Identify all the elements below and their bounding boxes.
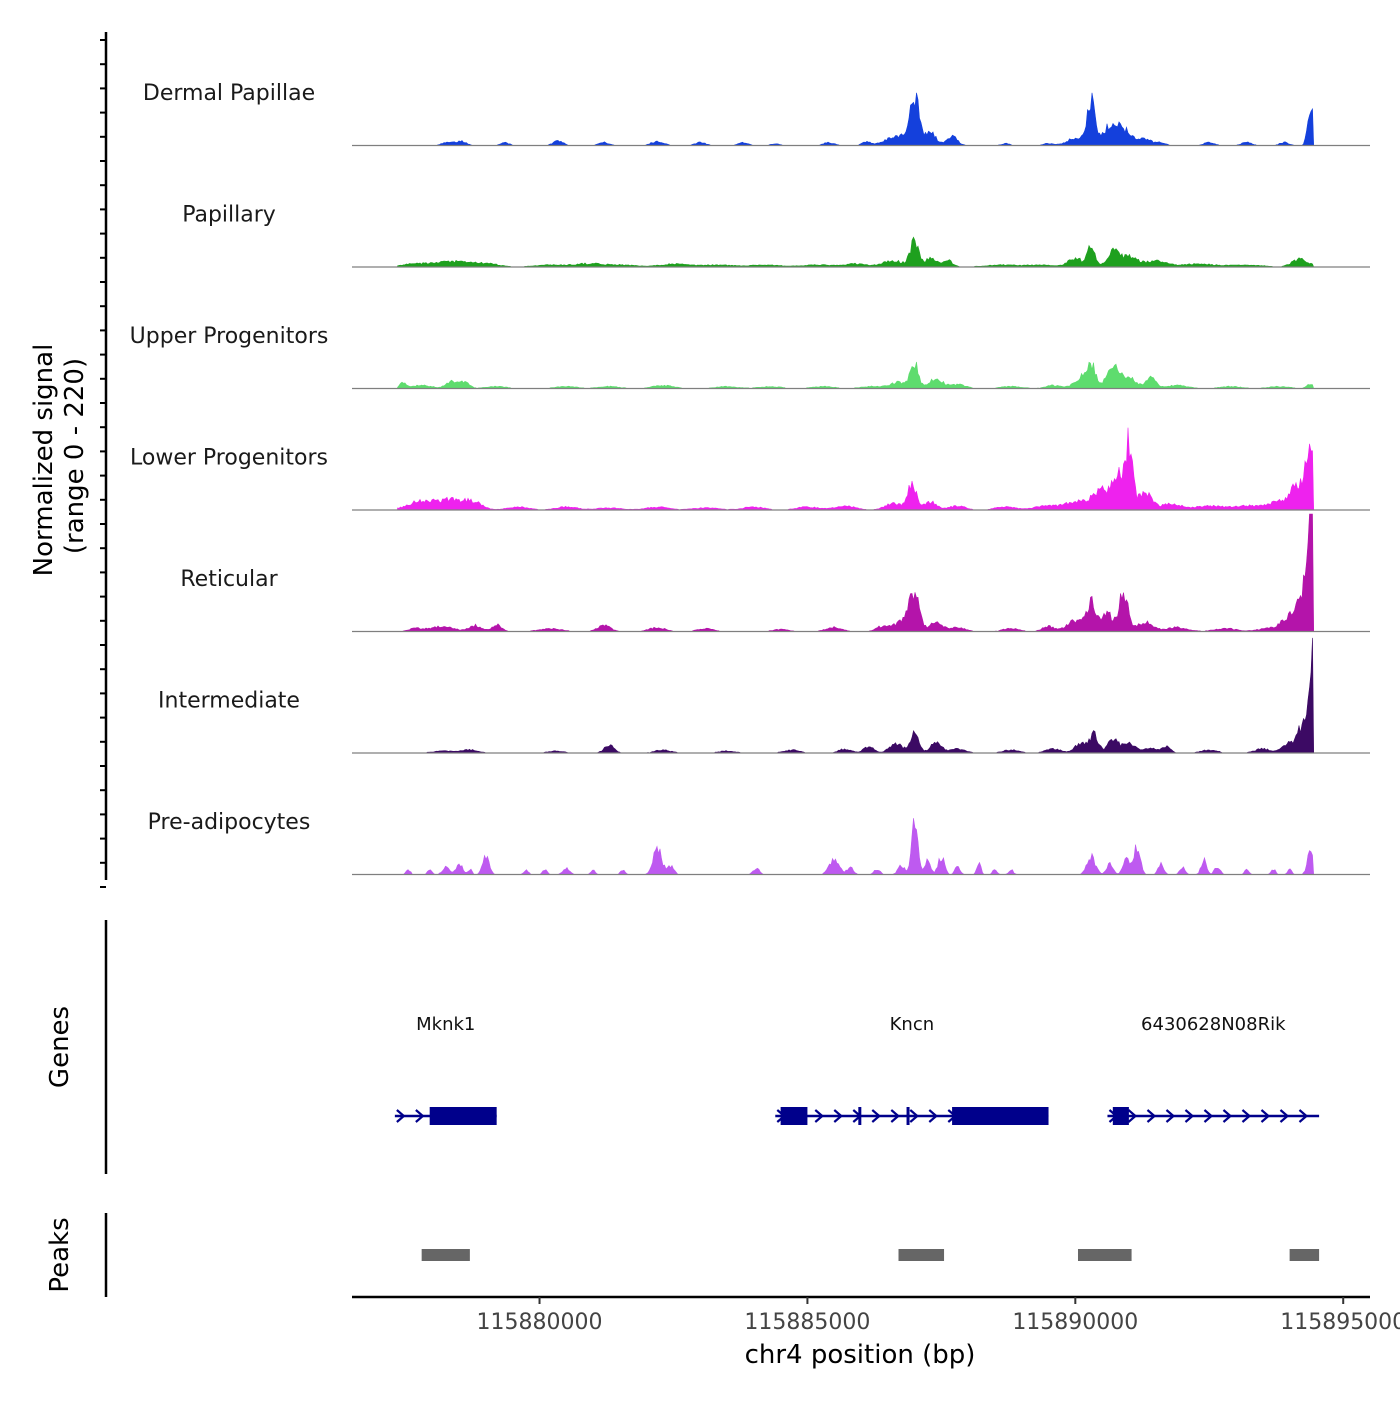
strand-arrow [396, 1109, 406, 1123]
track-reticular: Reticular [180, 513, 1370, 633]
strand-arrow [928, 1109, 938, 1123]
coverage-area-reticular [397, 513, 1315, 632]
exon-kncn [858, 1107, 862, 1125]
signal-axis [100, 32, 108, 888]
gene-name-mknk1: Mknk1 [416, 1014, 475, 1035]
coverage-area-pre-adipocytes [397, 818, 1315, 875]
x-tick-label: 115895000 [1280, 1310, 1400, 1335]
x-axis: 115880000 115885000 115890000 115895000 [352, 1295, 1400, 1335]
track-label-lower-progenitors: Lower Progenitors [130, 446, 328, 471]
coverage-area-dermal-papillae [397, 92, 1315, 146]
gene-kncn: Kncn [775, 1014, 1049, 1125]
track-upper-progenitors: Upper Progenitors [130, 324, 1370, 390]
y-axis-range-label: (range 0 - 220) [60, 358, 90, 554]
coverage-area-papillary [397, 236, 1315, 268]
peak-region-4 [1289, 1249, 1320, 1261]
strand-arrow [1203, 1109, 1214, 1123]
genes-track: Mknk1 Kncn 6430628N08Rik [394, 1014, 1320, 1125]
x-tick-label: 115885000 [744, 1310, 870, 1335]
track-label-reticular: Reticular [180, 567, 278, 592]
peaks-track [421, 1249, 1320, 1261]
track-label-papillary: Papillary [182, 203, 276, 228]
exon-kncn [952, 1107, 1049, 1125]
strand-arrow [1222, 1109, 1233, 1123]
coverage-area-lower-progenitors [397, 427, 1315, 511]
track-label-intermediate: Intermediate [158, 689, 300, 714]
strand-arrow [1241, 1109, 1252, 1123]
exon-6430628n08rik [1112, 1107, 1129, 1125]
track-dermal-papillae: Dermal Papillae [143, 81, 1370, 147]
strand-arrow [909, 1109, 919, 1123]
strand-arrow [1298, 1109, 1309, 1123]
y-axis-label: Normalized signal [29, 344, 59, 577]
track-label-dermal-papillae: Dermal Papillae [143, 81, 315, 106]
strand-arrow [1184, 1109, 1195, 1123]
track-label-upper-progenitors: Upper Progenitors [130, 324, 329, 349]
track-pre-adipocytes: Pre-adipocytes [148, 810, 1370, 876]
strand-arrow [1146, 1109, 1157, 1123]
strand-arrow [890, 1109, 900, 1123]
genes-track-label: Genes [45, 1006, 75, 1088]
exon-kncn [780, 1107, 808, 1125]
strand-arrow [814, 1109, 824, 1123]
peak-region-1 [421, 1249, 470, 1261]
track-label-pre-adipocytes: Pre-adipocytes [148, 810, 311, 835]
coverage-tracks: Dermal Papillae Papillary Upper Progenitor… [130, 81, 1370, 876]
peak-region-3 [1077, 1249, 1132, 1261]
peak-region-2 [898, 1249, 945, 1261]
strand-arrow [833, 1109, 843, 1123]
coverage-area-upper-progenitors [397, 361, 1315, 389]
track-lower-progenitors: Lower Progenitors [130, 427, 1370, 511]
strand-arrow [415, 1109, 425, 1123]
track-intermediate: Intermediate [158, 637, 1370, 754]
peaks-track-label: Peaks [45, 1217, 75, 1292]
gene-name-6430628n08rik: 6430628N08Rik [1141, 1014, 1286, 1035]
strand-arrow [1260, 1109, 1271, 1123]
x-axis-label: chr4 position (bp) [745, 1340, 976, 1370]
track-papillary: Papillary [182, 203, 1370, 268]
exon-kncn [906, 1107, 910, 1125]
coverage-area-intermediate [397, 637, 1315, 754]
gene-6430628n08rik: 6430628N08Rik [1107, 1014, 1320, 1125]
exon-mknk1 [429, 1107, 497, 1125]
gene-name-kncn: Kncn [890, 1014, 935, 1035]
strand-arrow [1127, 1109, 1138, 1123]
strand-arrow [871, 1109, 881, 1123]
strand-arrow [1279, 1109, 1290, 1123]
x-tick-label: 115880000 [477, 1310, 603, 1335]
x-tick-label: 115890000 [1012, 1310, 1138, 1335]
gene-mknk1: Mknk1 [394, 1014, 497, 1125]
strand-arrow [1165, 1109, 1176, 1123]
